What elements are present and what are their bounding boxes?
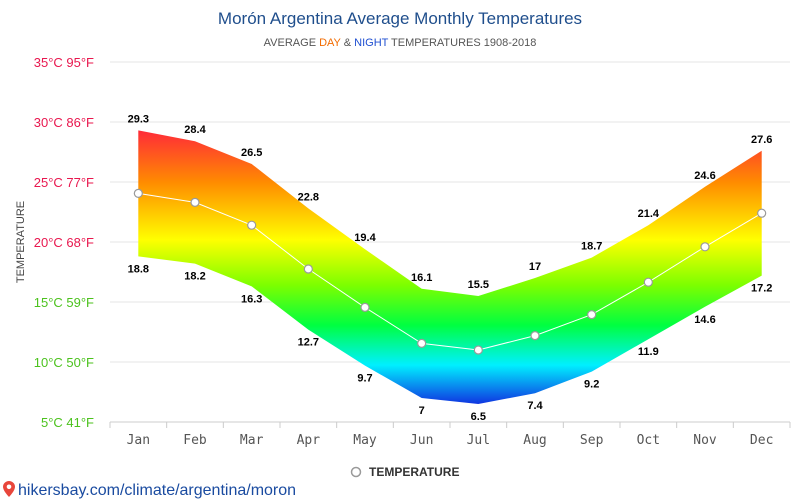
night-value-label: 9.7	[357, 373, 372, 385]
subtitle-day: DAY	[319, 37, 341, 49]
subtitle-suffix: TEMPERATURES 1908-2018	[388, 37, 536, 49]
x-tick-label: Jan	[127, 433, 150, 448]
average-point[interactable]	[643, 277, 653, 287]
average-point[interactable]	[247, 220, 257, 230]
y-tick-label: 35°C 95°F	[34, 55, 94, 70]
day-value-label: 24.6	[694, 170, 715, 182]
chart-title: Morón Argentina Average Monthly Temperat…	[218, 9, 582, 28]
x-tick-label: Dec	[750, 433, 773, 448]
x-axis: Jan Feb Mar Apr May Jun Jul Aug Sep Oct Nov Dec	[109, 421, 791, 448]
subtitle-prefix: AVERAGE	[264, 37, 319, 49]
x-tick-label: Feb	[183, 433, 207, 448]
average-point[interactable]	[587, 310, 597, 320]
data-labels: 29.3 28.4 26.5 22.8 19.4 16.1 15.5 17 18.7 21.4 24…	[128, 113, 773, 423]
temperature-band	[138, 130, 762, 404]
x-tick-label: Mar	[240, 433, 264, 448]
y-tick-label: 20°C 68°F	[34, 235, 94, 250]
x-tick-label: Nov	[693, 433, 717, 448]
legend[interactable]: TEMPERATURE	[350, 465, 460, 479]
y-tick-label: 10°C 50°F	[34, 355, 94, 370]
subtitle-night: NIGHT	[354, 37, 389, 49]
y-tick-label: 25°C 77°F	[34, 175, 94, 190]
y-tick-label: 5°C 41°F	[41, 415, 94, 430]
average-point[interactable]	[190, 197, 200, 207]
night-value-label: 7	[419, 405, 425, 417]
day-value-label: 15.5	[468, 279, 489, 291]
y-axis-label: TEMPERATURE	[15, 201, 27, 283]
x-tick-label: Apr	[297, 433, 321, 448]
day-value-label: 29.3	[128, 113, 149, 125]
average-point[interactable]	[757, 208, 767, 218]
x-tick-label: Aug	[523, 433, 546, 448]
day-value-label: 19.4	[354, 232, 376, 244]
night-value-label: 9.2	[584, 379, 599, 391]
day-value-label: 18.7	[581, 241, 602, 253]
y-tick-labels: 35°C 95°F 30°C 86°F 25°C 77°F 20°C 68°F 15°C…	[34, 55, 94, 430]
day-value-label: 26.5	[241, 147, 262, 159]
day-value-label: 22.8	[298, 191, 319, 203]
legend-label: TEMPERATURE	[369, 465, 459, 479]
night-value-label: 6.5	[471, 411, 486, 423]
average-point[interactable]	[303, 264, 313, 274]
average-temperature-line	[138, 192, 762, 351]
average-line	[133, 188, 767, 355]
x-tick-label: Oct	[637, 433, 660, 448]
x-tick-label: Jun	[410, 433, 433, 448]
night-value-label: 16.3	[241, 293, 262, 305]
x-tick-label: May	[353, 433, 377, 448]
average-point[interactable]	[530, 331, 540, 341]
y-tick-label: 15°C 59°F	[34, 295, 94, 310]
average-point[interactable]	[473, 345, 483, 355]
x-tick-label: Jul	[467, 433, 490, 448]
average-point[interactable]	[417, 338, 427, 348]
source-link[interactable]: hikersbay.com/climate/argentina/moron	[3, 481, 296, 499]
night-value-label: 14.6	[694, 314, 715, 326]
night-value-label: 12.7	[298, 337, 319, 349]
night-value-label: 7.4	[527, 400, 543, 412]
legend-marker	[350, 466, 362, 478]
night-value-label: 18.8	[128, 263, 149, 275]
average-point[interactable]	[360, 302, 370, 312]
source-link-text[interactable]: hikersbay.com/climate/argentina/moron	[18, 482, 296, 499]
chart-subtitle: AVERAGE DAY & NIGHT TEMPERATURES 1908-20…	[264, 37, 537, 49]
x-tick-label: Sep	[580, 433, 604, 448]
day-value-label: 28.4	[184, 124, 206, 136]
y-tick-label: 30°C 86°F	[34, 115, 94, 130]
day-value-label: 16.1	[411, 272, 432, 284]
day-value-label: 21.4	[638, 208, 660, 220]
average-point[interactable]	[700, 242, 710, 252]
night-value-label: 11.9	[638, 346, 659, 358]
day-value-label: 27.6	[751, 134, 772, 146]
night-value-label: 18.2	[184, 271, 205, 283]
day-value-label: 17	[529, 261, 541, 273]
day-night-band	[138, 130, 762, 404]
night-value-label: 17.2	[751, 283, 772, 295]
subtitle-amp: &	[341, 37, 354, 49]
location-pin-icon	[3, 481, 15, 497]
average-point[interactable]	[133, 188, 143, 198]
